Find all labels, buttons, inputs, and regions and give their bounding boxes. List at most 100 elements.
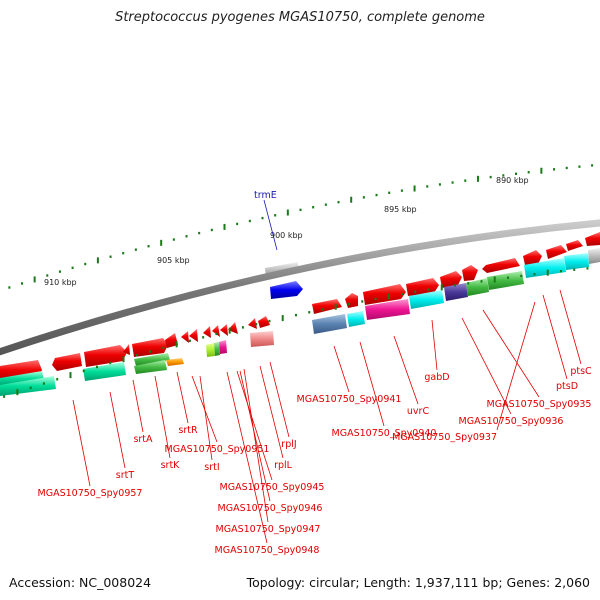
gene-leader-line <box>176 371 189 424</box>
gene-arrow[interactable] <box>345 293 358 308</box>
feature-block[interactable] <box>409 290 444 309</box>
skew-dot <box>16 389 19 396</box>
feature-block[interactable] <box>312 314 347 334</box>
gene-arrow[interactable] <box>462 265 478 281</box>
skew-dot <box>122 356 125 363</box>
gene-arrow[interactable] <box>482 258 520 273</box>
feature-block[interactable] <box>444 283 468 301</box>
skew-dot <box>361 300 364 303</box>
feature-block[interactable] <box>524 258 566 278</box>
gc-dot <box>84 262 87 266</box>
gc-dot <box>160 239 163 246</box>
gene-arrow[interactable] <box>84 345 127 367</box>
gene-arrow[interactable] <box>363 284 406 305</box>
gene-label[interactable]: MGAS10750_Spy0940 <box>332 428 437 439</box>
gene-label[interactable]: MGAS10750_Spy0946 <box>218 503 323 514</box>
feature-block[interactable] <box>0 371 44 386</box>
skew-dot <box>533 273 536 276</box>
skew-dot <box>241 326 244 329</box>
feature-block[interactable] <box>134 360 167 374</box>
map-title: Streptococcus pyogenes MGAS10750, comple… <box>115 10 485 25</box>
gc-dot <box>58 270 61 273</box>
gene-label[interactable]: MGAS10750_Spy0948 <box>215 545 320 556</box>
gc-dot <box>299 208 302 212</box>
gene-label[interactable]: srtR <box>178 425 198 436</box>
gene-label[interactable]: MGAS10750_Spy0957 <box>38 488 143 499</box>
gc-dot <box>438 183 441 186</box>
feature-block[interactable] <box>166 358 184 366</box>
gc-dot <box>286 209 289 216</box>
feature-block[interactable] <box>0 376 56 396</box>
feature-block[interactable] <box>564 253 589 270</box>
feature-block[interactable] <box>250 331 274 347</box>
feature-block[interactable] <box>588 248 600 264</box>
skew-dot <box>321 308 324 311</box>
skew-dot <box>480 280 483 283</box>
trme-label[interactable]: trmE <box>254 190 277 201</box>
gene-arrow[interactable] <box>546 245 567 259</box>
forward-strand-genes <box>0 232 600 383</box>
gene-labels: srtT MGAS10750_Spy0957 srtA srtK srtR MGAS107… <box>38 289 592 556</box>
gene-label[interactable]: gabD <box>424 372 449 383</box>
gene-arrow[interactable] <box>189 329 198 342</box>
gene-arrow[interactable] <box>123 344 130 355</box>
gene-arrow[interactable] <box>181 331 189 343</box>
feature-block[interactable] <box>219 340 227 354</box>
feature-block[interactable] <box>347 311 365 327</box>
gc-dot <box>578 165 581 168</box>
gc-dot <box>122 251 125 255</box>
gene-leader-line <box>359 341 385 427</box>
gene-arrow[interactable] <box>585 232 600 246</box>
gene-leader-line <box>226 371 268 544</box>
gene-arrow[interactable] <box>258 316 270 328</box>
skew-dot <box>3 395 6 398</box>
gc-dot <box>400 189 403 192</box>
gene-label[interactable]: srtI <box>204 462 219 473</box>
gene-arrow[interactable] <box>440 271 462 288</box>
gene-leader-line <box>109 391 126 469</box>
gene-label[interactable]: rplJ <box>281 439 296 450</box>
feature-block[interactable] <box>487 271 524 290</box>
gene-label[interactable]: ptsC <box>570 366 592 377</box>
gc-dot <box>413 185 416 192</box>
gene-arrow[interactable] <box>312 299 342 314</box>
feature-block[interactable] <box>214 342 220 356</box>
gene-label[interactable]: MGAS10750_Spy0936 <box>459 416 564 427</box>
gene-arrow[interactable] <box>220 324 228 336</box>
gene-leader-line <box>496 301 536 431</box>
skew-dot <box>573 268 576 271</box>
gene-arrow[interactable] <box>212 325 220 337</box>
gene-label[interactable]: MGAS10750_Spy0937 <box>392 432 497 443</box>
gene-label[interactable]: MGAS10750_Spy0951 <box>165 444 270 455</box>
blue-feature[interactable] <box>270 281 303 299</box>
gene-arrow[interactable] <box>165 333 178 348</box>
skew-dot <box>135 354 138 357</box>
gene-label[interactable]: MGAS10750_Spy0935 <box>487 399 592 410</box>
gene-label[interactable]: srtT <box>116 470 135 481</box>
gene-label[interactable]: srtK <box>161 460 181 471</box>
feature-block[interactable] <box>134 353 170 366</box>
gene-label[interactable]: MGAS10750_Spy0945 <box>220 482 325 493</box>
feature-block[interactable] <box>206 343 215 357</box>
gene-arrow[interactable] <box>248 318 257 329</box>
skew-dot <box>162 346 165 350</box>
gene-arrow[interactable] <box>523 250 542 265</box>
gene-label[interactable]: ptsD <box>556 381 578 392</box>
skew-dot <box>228 327 231 334</box>
gene-label[interactable]: rplL <box>274 460 293 471</box>
gene-arrow[interactable] <box>132 338 168 357</box>
gene-arrow[interactable] <box>406 278 439 296</box>
gc-dot <box>8 286 11 289</box>
gene-arrow[interactable] <box>52 353 82 371</box>
gene-leader-line <box>431 319 438 371</box>
gene-arrow[interactable] <box>566 240 583 251</box>
gene-label[interactable]: MGAS10750_Spy0947 <box>216 524 321 535</box>
skew-dot <box>69 372 72 379</box>
gene-label[interactable]: MGAS10750_Spy0941 <box>297 394 402 405</box>
gene-label[interactable]: srtA <box>133 434 153 445</box>
feature-block[interactable] <box>466 278 489 296</box>
feature-block[interactable] <box>83 362 126 381</box>
gene-label[interactable]: uvrC <box>407 406 430 417</box>
gene-arrow[interactable] <box>203 326 211 338</box>
feature-block[interactable] <box>365 299 410 320</box>
